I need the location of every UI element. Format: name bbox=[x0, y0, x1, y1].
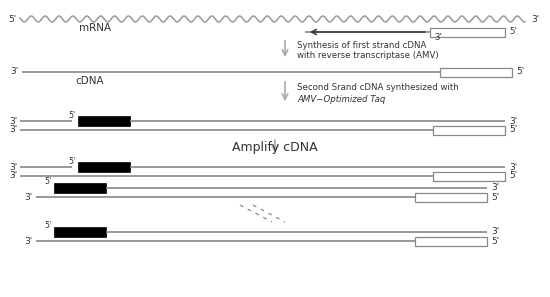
Text: 5': 5' bbox=[45, 178, 52, 187]
Bar bbox=[440, 67, 512, 77]
Bar bbox=[433, 126, 505, 135]
Bar bbox=[415, 192, 487, 201]
Text: 3': 3' bbox=[491, 184, 499, 192]
Bar bbox=[430, 28, 505, 37]
Text: mRNA: mRNA bbox=[79, 23, 111, 33]
Text: with reverse transcriptase (AMV): with reverse transcriptase (AMV) bbox=[297, 51, 439, 61]
Text: 3': 3' bbox=[509, 116, 517, 126]
Text: 5': 5' bbox=[491, 236, 499, 246]
Bar bbox=[54, 183, 106, 193]
Text: AMV−Optimized Taq: AMV−Optimized Taq bbox=[297, 94, 386, 103]
Text: 3': 3' bbox=[434, 34, 442, 42]
Text: 3': 3' bbox=[491, 228, 499, 236]
Text: 3': 3' bbox=[9, 116, 17, 126]
Text: Amplify cDNA: Amplify cDNA bbox=[232, 140, 318, 154]
Bar bbox=[78, 116, 130, 126]
Text: 5': 5' bbox=[509, 171, 517, 181]
Bar bbox=[78, 162, 130, 172]
Text: 5': 5' bbox=[516, 67, 524, 77]
Text: Second Srand cDNA synthesized with: Second Srand cDNA synthesized with bbox=[297, 83, 459, 91]
Text: 5': 5' bbox=[68, 157, 76, 165]
Text: 3': 3' bbox=[531, 15, 539, 23]
Text: 3': 3' bbox=[9, 126, 17, 135]
Text: 5': 5' bbox=[8, 15, 16, 23]
Text: 3': 3' bbox=[24, 192, 32, 201]
Text: 3': 3' bbox=[9, 162, 17, 171]
Text: cDNA: cDNA bbox=[76, 76, 104, 86]
Bar bbox=[415, 236, 487, 246]
Text: 3': 3' bbox=[509, 162, 517, 171]
Text: 5': 5' bbox=[509, 28, 517, 37]
Text: 5': 5' bbox=[45, 222, 52, 230]
Text: Synthesis of first strand cDNA: Synthesis of first strand cDNA bbox=[297, 40, 426, 50]
Text: 5': 5' bbox=[68, 110, 76, 119]
Text: 3': 3' bbox=[10, 67, 18, 77]
Text: 5': 5' bbox=[509, 126, 517, 135]
Bar bbox=[433, 171, 505, 181]
Text: 3': 3' bbox=[9, 171, 17, 181]
Text: 3': 3' bbox=[24, 236, 32, 246]
Bar bbox=[54, 227, 106, 237]
Text: 5': 5' bbox=[491, 192, 499, 201]
